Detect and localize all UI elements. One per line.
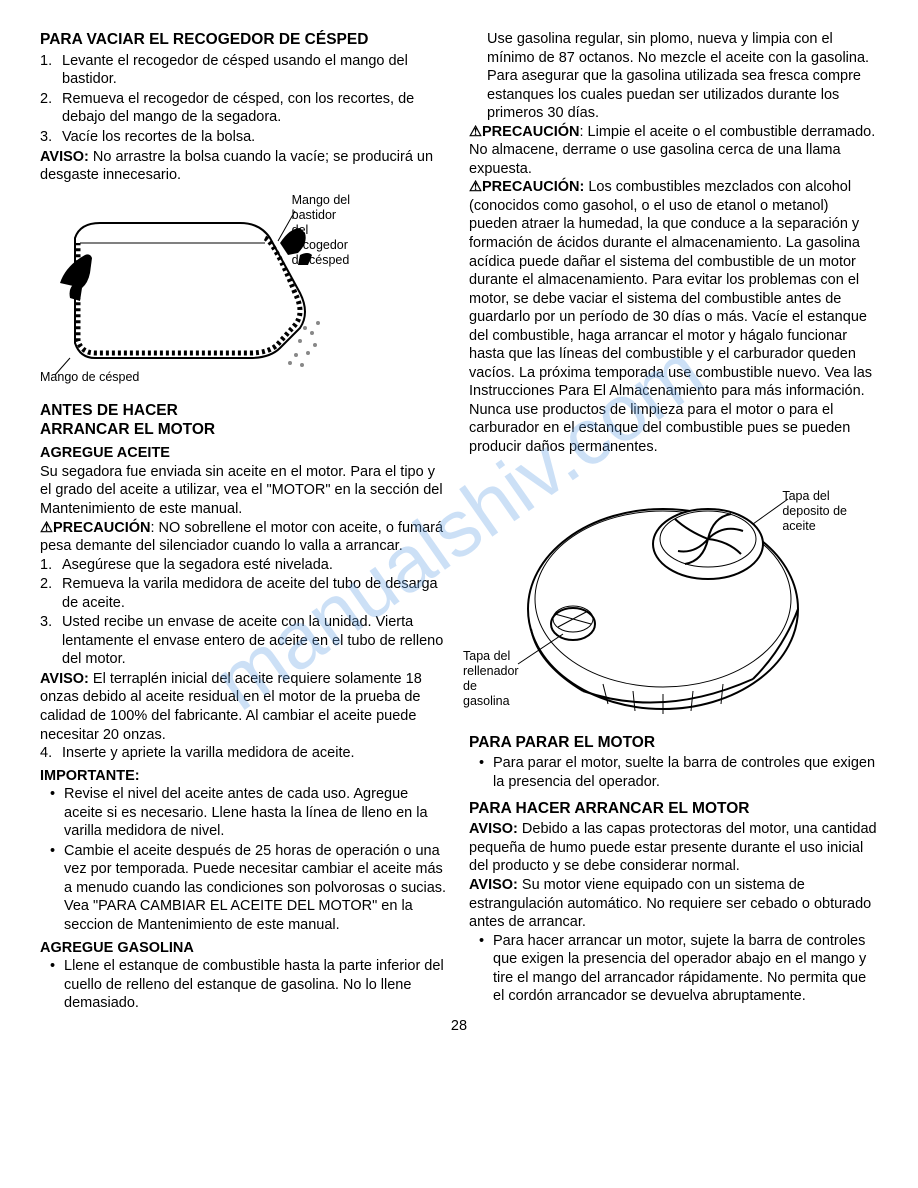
grass-catcher-figure: Mango del bastidor del recogedor de césp… (40, 193, 350, 383)
bullet: • (479, 754, 493, 791)
list-number: 3. (40, 128, 62, 147)
bullet: • (479, 932, 493, 1006)
paragraph: Use gasolina regular, sin plomo, nueva y… (487, 30, 878, 123)
caution-label: PRECAUCIÓN (53, 520, 150, 536)
bullet-list: •Revise el nivel del aceite antes de cad… (40, 785, 449, 934)
bullet: • (50, 842, 64, 935)
list-number: 1. (40, 52, 62, 89)
section-heading: ARRANCAR EL MOTOR (40, 420, 449, 440)
caution-text: Los combustibles mezclados con alcohol (… (469, 179, 872, 455)
caution-paragraph: ⚠PRECAUCIÓN: Limpie el aceite o el combu… (469, 123, 878, 179)
caution-label: PRECAUCIÓN (482, 124, 579, 140)
bullet: • (50, 957, 64, 1013)
list-number: 4. (40, 744, 62, 763)
warning-icon: ⚠ (469, 124, 482, 140)
notice-text: Debido a las capas protectoras del motor… (469, 821, 877, 874)
ordered-list: 4.Inserte y apriete la varilla medidora … (40, 744, 449, 763)
manual-page: manualshiv.com PARA VACIAR EL RECOGEDOR … (0, 0, 918, 1054)
ordered-list: 1.Levante el recogedor de césped usando … (40, 52, 449, 147)
bullet-list: •Llene el estanque de combustible hasta … (40, 957, 449, 1013)
list-number: 2. (40, 90, 62, 127)
subheading: AGREGUE ACEITE (40, 444, 449, 463)
section-heading: PARA HACER ARRANCAR EL MOTOR (469, 799, 878, 819)
section-heading: PARA PARAR EL MOTOR (469, 733, 878, 753)
figure-label: Mango de césped (40, 369, 139, 385)
list-text: Usted recibe un envase de aceite con la … (62, 613, 449, 669)
notice-text: No arrastre la bolsa cuando la vacíe; se… (40, 149, 433, 184)
figure-label: Tapa del rellenador de gasolina (463, 649, 519, 709)
list-text: Levante el recogedor de césped usando el… (62, 52, 449, 89)
bullet: • (50, 785, 64, 841)
notice-label: AVISO: (469, 821, 518, 837)
list-text: Para hacer arrancar un motor, sujete la … (493, 932, 878, 1006)
right-column: Use gasolina regular, sin plomo, nueva y… (469, 30, 878, 1014)
list-text: Para parar el motor, suelte la barra de … (493, 754, 878, 791)
section-heading: ANTES DE HACER (40, 401, 449, 421)
notice-label: AVISO: (40, 671, 89, 687)
notice-paragraph: AVISO: El terraplén inicial del aceite r… (40, 670, 449, 744)
list-text: Cambie el aceite después de 25 horas de … (64, 842, 449, 935)
list-text: Llene el estanque de combustible hasta l… (64, 957, 449, 1013)
warning-icon: ⚠ (40, 520, 53, 536)
caution-paragraph: ⚠PRECAUCIÓN: NO sobrellene el motor con … (40, 519, 449, 556)
engine-figure: Tapa del deposito de aceite Tapa del rel… (463, 469, 843, 729)
notice-text: El terraplén inicial del aceite requiere… (40, 671, 422, 743)
section-heading: PARA VACIAR EL RECOGEDOR DE CÉSPED (40, 30, 449, 50)
notice-label: AVISO: (469, 877, 518, 893)
important-label: IMPORTANTE: (40, 767, 449, 786)
ordered-list: 1.Asegúrese que la segadora esté nivelad… (40, 556, 449, 669)
figure-label: Mango del bastidor del recogedor de césp… (292, 193, 350, 268)
page-number: 28 (40, 1018, 878, 1034)
paragraph: Su segadora fue enviada sin aceite en el… (40, 463, 449, 519)
left-column: PARA VACIAR EL RECOGEDOR DE CÉSPED 1.Lev… (40, 30, 449, 1014)
bullet-list: •Para parar el motor, suelte la barra de… (469, 754, 878, 791)
caution-paragraph: ⚠PRECAUCIÓN: Los combustibles mezclados … (469, 178, 878, 456)
two-column-layout: PARA VACIAR EL RECOGEDOR DE CÉSPED 1.Lev… (40, 30, 878, 1014)
bullet-list: •Para hacer arrancar un motor, sujete la… (469, 932, 878, 1006)
list-number: 3. (40, 613, 62, 669)
notice-text: Su motor viene equipado con un sistema d… (469, 877, 871, 930)
notice-paragraph: AVISO: Su motor viene equipado con un si… (469, 876, 878, 932)
caution-label: PRECAUCIÓN: (482, 179, 584, 195)
notice-paragraph: AVISO: Debido a las capas protectoras de… (469, 820, 878, 876)
list-number: 2. (40, 575, 62, 612)
list-text: Vacíe los recortes de la bolsa. (62, 128, 449, 147)
list-text: Asegúrese que la segadora esté nivelada. (62, 556, 449, 575)
warning-icon: ⚠ (469, 179, 482, 195)
list-text: Remueva la varila medidora de aceite del… (62, 575, 449, 612)
list-text: Inserte y apriete la varilla medidora de… (62, 744, 449, 763)
notice-label: AVISO: (40, 149, 89, 165)
list-number: 1. (40, 556, 62, 575)
list-text: Remueva el recogedor de césped, con los … (62, 90, 449, 127)
figure-label: Tapa del deposito de aceite (782, 489, 847, 534)
subheading: AGREGUE GASOLINA (40, 939, 449, 958)
notice-paragraph: AVISO: No arrastre la bolsa cuando la va… (40, 148, 449, 185)
list-text: Revise el nivel del aceite antes de cada… (64, 785, 449, 841)
